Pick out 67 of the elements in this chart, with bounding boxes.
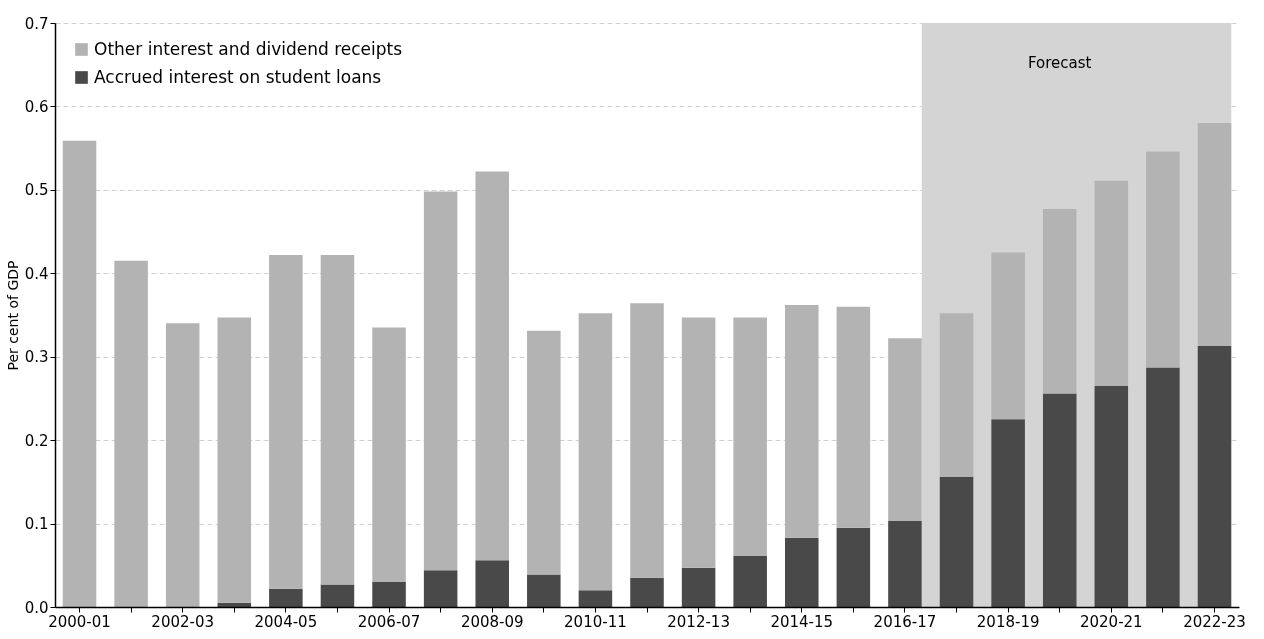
x-tick-label: 2012-13 <box>667 612 730 631</box>
bar <box>217 602 252 607</box>
y-tick-label: 0.2 <box>24 431 49 450</box>
bar <box>733 556 767 607</box>
bar <box>630 303 664 578</box>
x-tick-label: 2002-03 <box>151 612 215 631</box>
bar <box>1094 385 1129 607</box>
y-tick-label: 0.5 <box>24 181 49 200</box>
bar <box>630 577 664 607</box>
y-axis-title: Per cent of GDP <box>4 260 21 371</box>
bar <box>1042 393 1077 607</box>
bar <box>578 313 613 591</box>
bar <box>165 323 200 607</box>
y-tick-label: 0.4 <box>24 264 49 283</box>
x-tick-label: 2022-23 <box>1183 612 1246 631</box>
bar <box>836 306 871 528</box>
bar <box>888 338 922 522</box>
bar <box>1094 180 1129 386</box>
bar <box>320 584 355 607</box>
bar <box>681 317 716 568</box>
bar <box>733 317 767 557</box>
y-tick-label: 0.3 <box>24 348 49 367</box>
bar <box>785 537 819 607</box>
bar <box>475 560 509 607</box>
y-tick-label: 0.6 <box>24 97 49 116</box>
bar <box>527 574 561 607</box>
x-tick-label: 2006-07 <box>357 612 421 631</box>
x-tick-label: 2008-09 <box>460 612 524 631</box>
bar <box>785 304 819 538</box>
bar <box>836 527 871 607</box>
bar <box>681 567 716 607</box>
bar <box>423 570 458 607</box>
legend-label: Accrued interest on student loans <box>94 66 382 87</box>
bar <box>939 476 974 607</box>
legend-label: Other interest and dividend receipts <box>94 38 403 59</box>
y-tick-label: 0.7 <box>24 14 49 33</box>
x-tick-label: 2020-21 <box>1079 612 1143 631</box>
x-tick-label: 2018-19 <box>976 612 1040 631</box>
x-tick-label: 2016-17 <box>873 612 937 631</box>
bar <box>578 590 613 607</box>
bar <box>1197 345 1232 607</box>
bar <box>1146 367 1180 607</box>
x-tick-label: 2014-15 <box>770 612 834 631</box>
bar <box>1146 151 1180 368</box>
bar <box>269 254 303 589</box>
bar <box>1042 209 1077 394</box>
bar <box>372 581 406 607</box>
bar <box>423 191 458 571</box>
x-tick-label: 2010-11 <box>564 612 627 631</box>
bar <box>217 317 252 603</box>
bar <box>1197 123 1232 346</box>
bar <box>372 327 406 582</box>
bar <box>991 419 1025 607</box>
x-tick-label: 2000-01 <box>48 612 111 631</box>
bar <box>320 254 355 585</box>
bar <box>527 330 561 575</box>
y-tick-label: 0.1 <box>24 515 49 534</box>
y-tick-label: 0.0 <box>24 598 49 617</box>
bar <box>939 313 974 477</box>
bar <box>114 260 148 607</box>
bar <box>475 171 509 561</box>
bar <box>991 252 1025 420</box>
x-tick-label: 2004-05 <box>254 612 318 631</box>
bar <box>269 588 303 607</box>
bar <box>888 521 922 607</box>
bar <box>62 140 97 607</box>
band-label: Forecast <box>1027 54 1092 72</box>
